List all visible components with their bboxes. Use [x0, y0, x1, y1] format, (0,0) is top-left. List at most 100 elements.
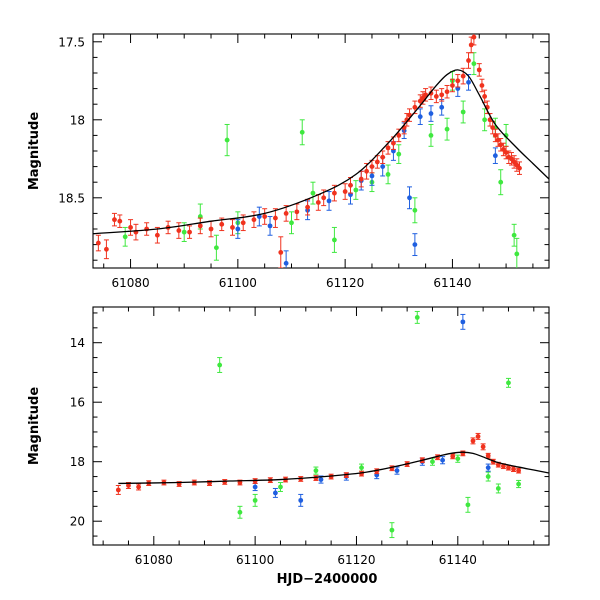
- top-point-blue: [267, 223, 273, 229]
- top-x-tick-label: 61120: [326, 276, 364, 290]
- top-point-green: [514, 251, 520, 257]
- bottom-point-blue: [252, 484, 258, 490]
- top-point-red: [187, 229, 192, 235]
- top-point-red: [501, 147, 506, 152]
- top-point-red: [230, 225, 235, 230]
- top-point-red: [380, 154, 386, 160]
- top-point-red: [417, 98, 423, 104]
- bottom-point-blue: [394, 468, 400, 474]
- top-point-red: [219, 221, 225, 227]
- top-y-tick-label: 17.5: [58, 35, 85, 49]
- bottom-point-blue: [460, 319, 466, 325]
- top-point-green: [385, 172, 391, 177]
- top-data-layer: [93, 34, 549, 268]
- top-point-red: [117, 218, 123, 224]
- top-point-red: [460, 73, 466, 79]
- top-point-green: [511, 232, 517, 238]
- top-point-blue: [283, 260, 289, 266]
- bottom-point-red: [115, 487, 121, 493]
- top-point-blue: [428, 111, 434, 116]
- top-panel: 61080 61100 61120 61140 17.5 18 18.5: [58, 33, 550, 290]
- top-x-tick-label: 61140: [433, 276, 471, 290]
- top-point-red: [154, 232, 160, 238]
- bottom-point-red: [470, 438, 476, 444]
- top-point-green: [310, 190, 316, 196]
- bottom-point-blue: [273, 490, 278, 496]
- top-point-blue: [235, 226, 241, 232]
- top-point-red: [511, 159, 517, 165]
- bottom-plot-frame: [92, 306, 550, 546]
- top-point-blue: [412, 242, 418, 248]
- top-point-red: [514, 162, 520, 168]
- bottom-point-green: [278, 484, 283, 490]
- top-x-tick-label: 61080: [111, 276, 149, 290]
- bottom-point-red: [485, 453, 491, 459]
- bottom-point-red: [511, 466, 516, 472]
- top-point-red: [128, 225, 133, 230]
- bottom-point-green: [495, 486, 501, 491]
- bottom-x-tick-label: 61100: [236, 553, 274, 567]
- top-point-red: [208, 226, 214, 232]
- top-point-green: [353, 187, 359, 193]
- top-point-green: [289, 220, 294, 226]
- bottom-point-green: [313, 468, 319, 474]
- bottom-series-green: [217, 310, 522, 539]
- x-axis-label: HJD−2400000: [277, 572, 378, 587]
- bottom-point-green: [455, 456, 461, 462]
- bottom-panel: 61080 61100 61120 61140 14 16 18 20: [70, 306, 550, 567]
- top-point-red: [262, 214, 268, 219]
- top-point-green: [428, 133, 434, 138]
- top-point-green: [299, 129, 305, 135]
- top-y-tick-label: 18.5: [58, 191, 85, 205]
- top-point-green: [181, 229, 187, 235]
- bottom-point-red: [480, 444, 486, 450]
- top-point-red: [240, 220, 246, 226]
- top-point-green: [444, 126, 450, 132]
- top-point-green: [224, 137, 230, 143]
- top-point-red: [278, 250, 284, 255]
- top-point-red: [321, 195, 327, 201]
- top-point-green: [396, 151, 402, 157]
- top-point-red: [420, 95, 426, 101]
- top-point-green: [482, 117, 488, 123]
- top-point-red: [509, 156, 514, 162]
- top-point-blue: [466, 79, 471, 85]
- top-point-red: [112, 217, 117, 223]
- bottom-point-green: [359, 465, 364, 471]
- top-point-red: [479, 83, 485, 88]
- bottom-x-tick-label: 61120: [337, 553, 375, 567]
- top-point-blue: [326, 198, 332, 204]
- top-point-red: [391, 140, 396, 146]
- top-point-red: [455, 78, 461, 84]
- bottom-y-axis-label: Magnitude: [27, 387, 42, 466]
- bottom-point-red: [313, 475, 319, 481]
- bottom-point-blue: [318, 477, 324, 482]
- bottom-point-red: [506, 465, 511, 471]
- top-point-red: [433, 94, 439, 99]
- top-point-red: [364, 168, 369, 174]
- top-model-curve: [93, 69, 549, 235]
- top-point-red: [342, 189, 348, 194]
- top-point-green: [471, 61, 477, 67]
- top-point-red: [444, 89, 450, 95]
- top-point-green: [412, 207, 418, 213]
- bottom-y-tick-label: 16: [70, 396, 85, 410]
- top-point-red: [283, 211, 289, 216]
- top-point-red: [315, 200, 321, 205]
- top-point-red: [471, 34, 477, 40]
- bottom-point-red: [222, 479, 228, 485]
- top-point-red: [176, 228, 182, 233]
- bottom-point-red: [126, 483, 131, 488]
- top-point-red: [104, 246, 109, 252]
- bottom-point-red: [516, 468, 521, 474]
- bottom-model-curve: [118, 451, 549, 485]
- bottom-x-tick-label: 61080: [135, 553, 173, 567]
- bottom-point-green: [389, 527, 395, 533]
- bottom-y-tick-label: 18: [70, 455, 85, 469]
- top-point-blue: [439, 104, 445, 110]
- top-point-red: [439, 92, 445, 98]
- top-point-red: [468, 42, 474, 48]
- top-point-red: [374, 159, 380, 165]
- bottom-point-green: [516, 481, 521, 487]
